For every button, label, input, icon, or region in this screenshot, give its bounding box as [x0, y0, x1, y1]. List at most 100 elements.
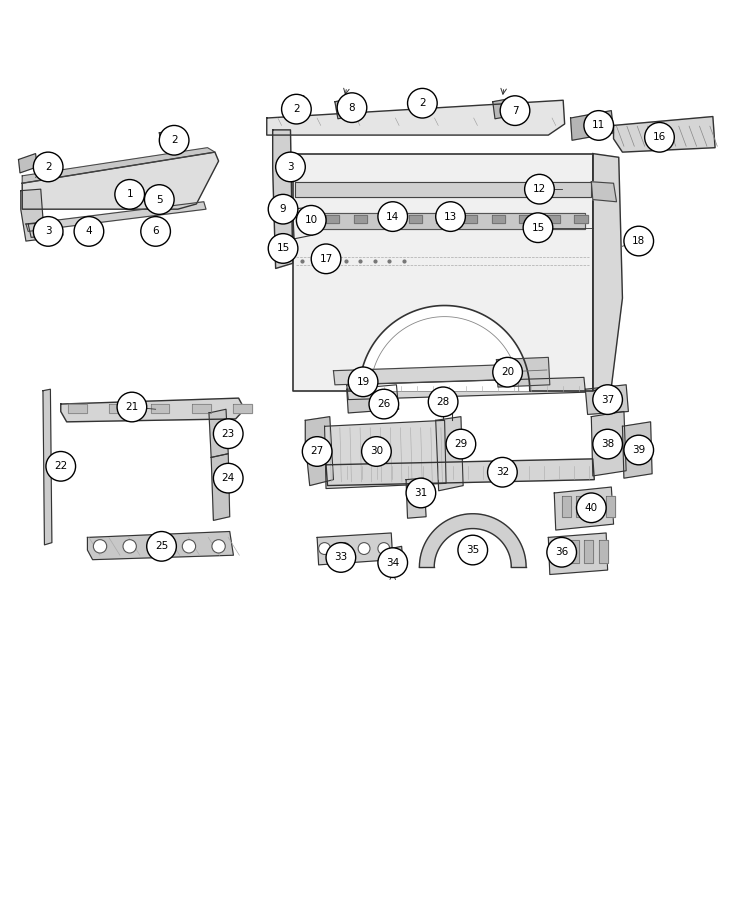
Polygon shape [28, 221, 63, 238]
Circle shape [378, 543, 390, 554]
Polygon shape [211, 454, 230, 520]
Circle shape [624, 436, 654, 464]
Circle shape [319, 543, 330, 554]
Circle shape [311, 244, 341, 274]
Polygon shape [159, 128, 184, 146]
Polygon shape [68, 404, 87, 413]
Polygon shape [409, 215, 422, 222]
Polygon shape [413, 93, 430, 111]
Circle shape [645, 122, 674, 152]
Circle shape [213, 464, 243, 493]
Text: 37: 37 [601, 394, 614, 405]
Polygon shape [317, 533, 393, 565]
Text: 20: 20 [501, 367, 514, 377]
Polygon shape [293, 154, 593, 391]
Polygon shape [319, 213, 585, 230]
Circle shape [212, 540, 225, 553]
Circle shape [584, 111, 614, 140]
Circle shape [276, 152, 305, 182]
Polygon shape [519, 215, 533, 222]
Circle shape [339, 543, 350, 554]
Polygon shape [547, 215, 560, 222]
Text: 21: 21 [125, 402, 139, 412]
Circle shape [115, 179, 144, 209]
Polygon shape [593, 154, 622, 391]
Circle shape [436, 202, 465, 231]
Circle shape [408, 88, 437, 118]
Circle shape [523, 213, 553, 242]
Text: 4: 4 [86, 227, 92, 237]
Circle shape [378, 202, 408, 231]
Circle shape [493, 357, 522, 387]
Text: 27: 27 [310, 446, 324, 456]
Circle shape [123, 540, 136, 553]
Polygon shape [209, 410, 228, 457]
Polygon shape [599, 540, 608, 562]
Circle shape [33, 217, 63, 247]
Polygon shape [381, 215, 394, 222]
Text: 35: 35 [466, 545, 479, 555]
Polygon shape [491, 215, 505, 222]
Circle shape [446, 429, 476, 459]
Text: 7: 7 [512, 105, 518, 115]
Circle shape [159, 125, 189, 155]
Polygon shape [419, 514, 526, 567]
Polygon shape [436, 417, 463, 491]
Circle shape [378, 548, 408, 578]
Text: 6: 6 [153, 227, 159, 237]
Text: 38: 38 [601, 439, 614, 449]
Polygon shape [233, 404, 252, 413]
Circle shape [576, 493, 606, 523]
Polygon shape [556, 540, 565, 562]
Text: 10: 10 [305, 215, 318, 225]
Polygon shape [436, 215, 450, 222]
Text: 32: 32 [496, 467, 509, 477]
Polygon shape [326, 459, 594, 486]
Polygon shape [22, 152, 219, 209]
Circle shape [428, 387, 458, 417]
Text: 13: 13 [444, 212, 457, 221]
Polygon shape [591, 182, 617, 202]
Text: 2: 2 [45, 162, 51, 172]
Text: 5: 5 [156, 194, 162, 204]
Polygon shape [22, 148, 215, 184]
Polygon shape [21, 189, 44, 241]
Polygon shape [548, 533, 608, 574]
Polygon shape [61, 398, 245, 422]
Polygon shape [110, 404, 128, 413]
Polygon shape [359, 305, 530, 391]
Circle shape [358, 543, 370, 554]
Circle shape [144, 184, 174, 214]
Polygon shape [591, 496, 600, 517]
Circle shape [141, 217, 170, 247]
Circle shape [296, 205, 326, 235]
Polygon shape [325, 420, 446, 489]
Circle shape [593, 429, 622, 459]
Circle shape [488, 457, 517, 487]
Polygon shape [464, 215, 477, 222]
Polygon shape [353, 215, 367, 222]
Polygon shape [335, 98, 357, 119]
Polygon shape [347, 385, 399, 413]
Text: 1: 1 [127, 189, 133, 200]
Polygon shape [570, 540, 579, 562]
Text: 25: 25 [155, 541, 168, 552]
Text: 9: 9 [280, 204, 286, 214]
Text: 36: 36 [555, 547, 568, 557]
Polygon shape [192, 404, 210, 413]
Polygon shape [571, 111, 614, 140]
Text: 19: 19 [356, 377, 370, 387]
Circle shape [117, 392, 147, 422]
Polygon shape [305, 417, 333, 486]
Polygon shape [19, 154, 37, 173]
Text: 26: 26 [377, 399, 391, 410]
Polygon shape [273, 130, 293, 268]
Text: 28: 28 [436, 397, 450, 407]
Polygon shape [576, 496, 585, 517]
Text: 8: 8 [349, 103, 355, 112]
Polygon shape [554, 487, 614, 530]
Polygon shape [384, 546, 403, 572]
Text: 39: 39 [632, 445, 645, 455]
Text: 15: 15 [276, 243, 290, 254]
Circle shape [406, 478, 436, 508]
